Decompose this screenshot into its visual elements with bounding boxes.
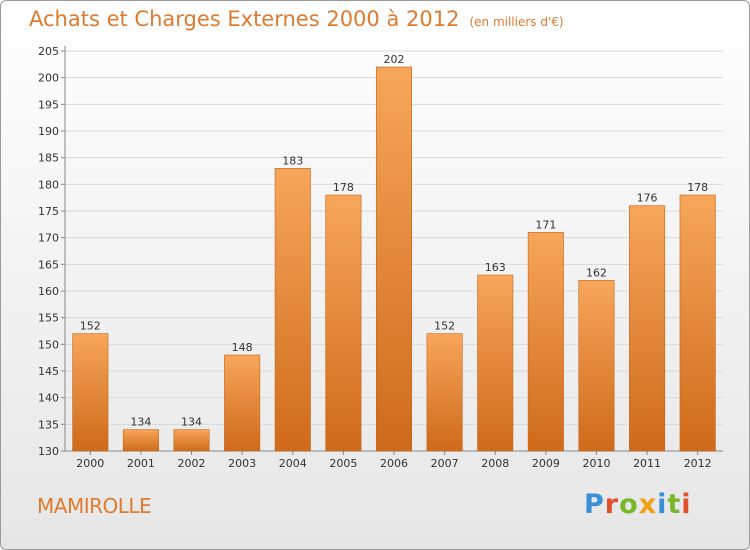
data-label-2005: 178: [333, 181, 354, 194]
data-label-2004: 183: [282, 154, 303, 167]
y-tick-label: 165: [38, 258, 59, 271]
x-tick-label: 2012: [684, 457, 712, 470]
x-tick-label: 2004: [279, 457, 307, 470]
data-label-2012: 178: [687, 181, 708, 194]
bar-2010: [578, 280, 615, 452]
data-label-2000: 152: [80, 320, 101, 333]
logo-letter: i: [657, 489, 668, 520]
data-label-2001: 134: [130, 416, 151, 429]
logo-letter: P: [584, 489, 605, 520]
bar-2009: [527, 232, 564, 452]
logo-letter: x: [638, 489, 658, 520]
x-tick-label: 2002: [178, 457, 206, 470]
y-tick-label: 195: [38, 98, 59, 111]
x-tick-label: 2007: [431, 457, 459, 470]
chart-title-text: Achats et Charges Externes 2000 à 2012: [29, 7, 460, 31]
bar-2005: [325, 194, 362, 452]
data-label-2010: 162: [586, 266, 607, 279]
bars: [72, 66, 716, 452]
bar-2000: [72, 333, 109, 452]
y-tick-label: 205: [38, 45, 59, 58]
logo-letter: t: [667, 489, 682, 520]
chart-subtitle: (en milliers d'€): [469, 15, 564, 29]
x-tick-label: 2009: [532, 457, 560, 470]
data-label-2011: 176: [637, 192, 658, 205]
proxiti-logo: Proxiti: [584, 489, 692, 520]
x-tick-label: 2008: [481, 457, 509, 470]
x-tick-label: 2011: [633, 457, 661, 470]
bar-2003: [224, 354, 261, 452]
axes: 130 135 140 145 150 155 160 165 170 175 180 185 190 1…: [38, 45, 723, 470]
data-label-2003: 148: [232, 341, 253, 354]
town-name: MAMIROLLE: [37, 494, 152, 518]
bar-2004: [274, 168, 311, 452]
data-label-2007: 152: [434, 320, 455, 333]
chart-title: Achats et Charges Externes 2000 à 2012 (e…: [29, 7, 564, 31]
y-tick-label: 160: [38, 285, 59, 298]
x-tick-label: 2005: [329, 457, 357, 470]
bar-2008: [477, 274, 514, 452]
y-tick-label: 150: [38, 338, 59, 351]
data-label-2009: 171: [535, 218, 556, 231]
bar-2012: [679, 194, 716, 452]
bar-2002: [173, 429, 210, 452]
x-tick-label: 2006: [380, 457, 408, 470]
y-tick-label: 170: [38, 232, 59, 245]
bar-2011: [629, 205, 666, 452]
bar-2007: [426, 333, 463, 452]
y-tick-label: 145: [38, 365, 59, 378]
y-tick-label: 155: [38, 312, 59, 325]
x-tick-label: 2000: [76, 457, 104, 470]
bar-2006: [375, 66, 413, 452]
y-tick-label: 135: [38, 418, 59, 431]
y-tick-label: 180: [38, 178, 59, 191]
y-tick-label: 140: [38, 392, 59, 405]
x-tick-label: 2001: [127, 457, 155, 470]
y-tick-label: 200: [38, 72, 59, 85]
data-label-2006: 202: [384, 53, 405, 66]
logo-letter: i: [681, 489, 692, 520]
y-tick-label: 190: [38, 125, 59, 138]
y-tick-label: 175: [38, 205, 59, 218]
x-tick-label: 2003: [228, 457, 256, 470]
y-tick-label: 130: [38, 445, 59, 458]
x-tick-label: 2010: [582, 457, 610, 470]
logo-letter: o: [619, 489, 639, 520]
y-tick-label: 185: [38, 152, 59, 165]
logo-letter: r: [604, 489, 620, 520]
data-label-2008: 163: [485, 261, 506, 274]
data-label-2002: 134: [181, 416, 202, 429]
data-labels: 152 134 134 148 183 178 202 152 163 171 162 176 178: [80, 53, 708, 429]
bar-2001: [122, 429, 159, 452]
